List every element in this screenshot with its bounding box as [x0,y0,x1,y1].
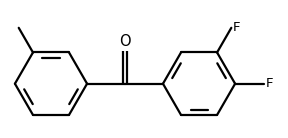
Text: O: O [119,34,131,49]
Text: F: F [233,21,241,34]
Text: F: F [266,77,273,90]
